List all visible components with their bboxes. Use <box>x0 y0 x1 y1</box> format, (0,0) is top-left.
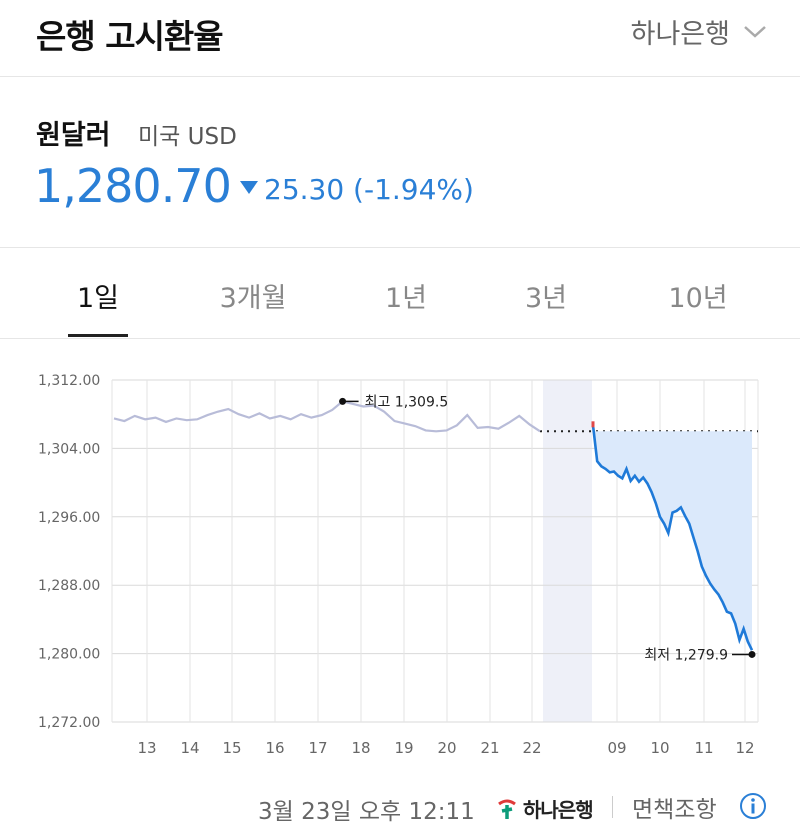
y-tick-label: 1,272.00 <box>38 715 100 731</box>
active-tab-indicator <box>68 334 128 337</box>
x-tick-label: 10 <box>650 739 669 757</box>
x-tick-label: 17 <box>308 739 327 757</box>
x-tick-label: 15 <box>222 739 241 757</box>
y-tick-label: 1,280.00 <box>38 647 100 663</box>
tab-10-years[interactable]: 10년 <box>668 283 728 314</box>
update-timestamp: 3월 23일 오후 12:11 <box>258 799 475 825</box>
rate-change: 25.30 (-1.94%) <box>264 173 474 206</box>
x-tick-label: 11 <box>694 739 713 757</box>
bank-selector-label: 하나은행 <box>630 19 730 50</box>
page-title: 은행 고시환율 <box>36 17 224 56</box>
y-tick-label: 1,312.00 <box>38 373 100 389</box>
disclaimer-link[interactable]: 면책조항 <box>632 797 717 823</box>
exchange-rate-chart[interactable]: 1,312.00 1,304.00 1,296.00 1,288.00 1,280.00… <box>0 350 800 770</box>
tab-1-day[interactable]: 1일 <box>76 283 120 314</box>
down-triangle-icon <box>240 181 258 194</box>
currency-pair-code: 미국 USD <box>138 124 237 150</box>
footer-divider <box>612 796 613 818</box>
bank-logo: 하나은행 <box>495 794 594 823</box>
rate-summary: 원달러 미국 USD 1,280.70 25.30 (-1.94%) <box>0 77 800 248</box>
x-tick-label: 18 <box>351 739 370 757</box>
bank-selector[interactable]: 하나은행 <box>631 12 768 51</box>
today-area-fill <box>593 425 752 651</box>
footer: 3월 23일 오후 12:11 하나은행 면책조항 <box>0 780 800 830</box>
info-icon[interactable] <box>739 792 767 820</box>
tab-3-months[interactable]: 3개월 <box>219 283 287 314</box>
high-label: 최고 1,309.5 <box>365 394 449 410</box>
low-label: 최저 1,279.9 <box>644 647 728 663</box>
previous-day-series-line <box>113 400 541 433</box>
hana-logo-icon <box>498 799 516 819</box>
moon-icon <box>569 737 578 755</box>
exchange-rate-value: 1,280.70 <box>34 159 232 213</box>
today-series-line <box>591 425 754 651</box>
y-tick-label: 1,304.00 <box>38 441 100 457</box>
top-bar: 은행 고시환율 하나은행 <box>0 0 800 77</box>
y-tick-label: 1,296.00 <box>38 510 100 526</box>
x-tick-label: 16 <box>265 739 284 757</box>
x-tick-label: 21 <box>480 739 499 757</box>
tab-1-year[interactable]: 1년 <box>384 283 428 314</box>
y-tick-label: 1,288.00 <box>38 578 100 594</box>
x-tick-label: 19 <box>394 739 413 757</box>
period-tabs: 1일 3개월 1년 3년 10년 <box>0 248 800 339</box>
bank-logo-text: 하나은행 <box>523 798 594 822</box>
overnight-band <box>543 380 592 722</box>
chevron-down-icon <box>744 25 766 38</box>
x-tick-label: 09 <box>607 739 626 757</box>
x-tick-label: 13 <box>137 739 156 757</box>
currency-pair-name: 원달러 <box>36 120 111 151</box>
x-tick-label: 14 <box>180 739 199 757</box>
x-tick-label: 22 <box>522 739 541 757</box>
x-tick-label: 12 <box>735 739 754 757</box>
x-tick-label: 20 <box>437 739 456 757</box>
tab-3-years[interactable]: 3년 <box>524 283 568 314</box>
